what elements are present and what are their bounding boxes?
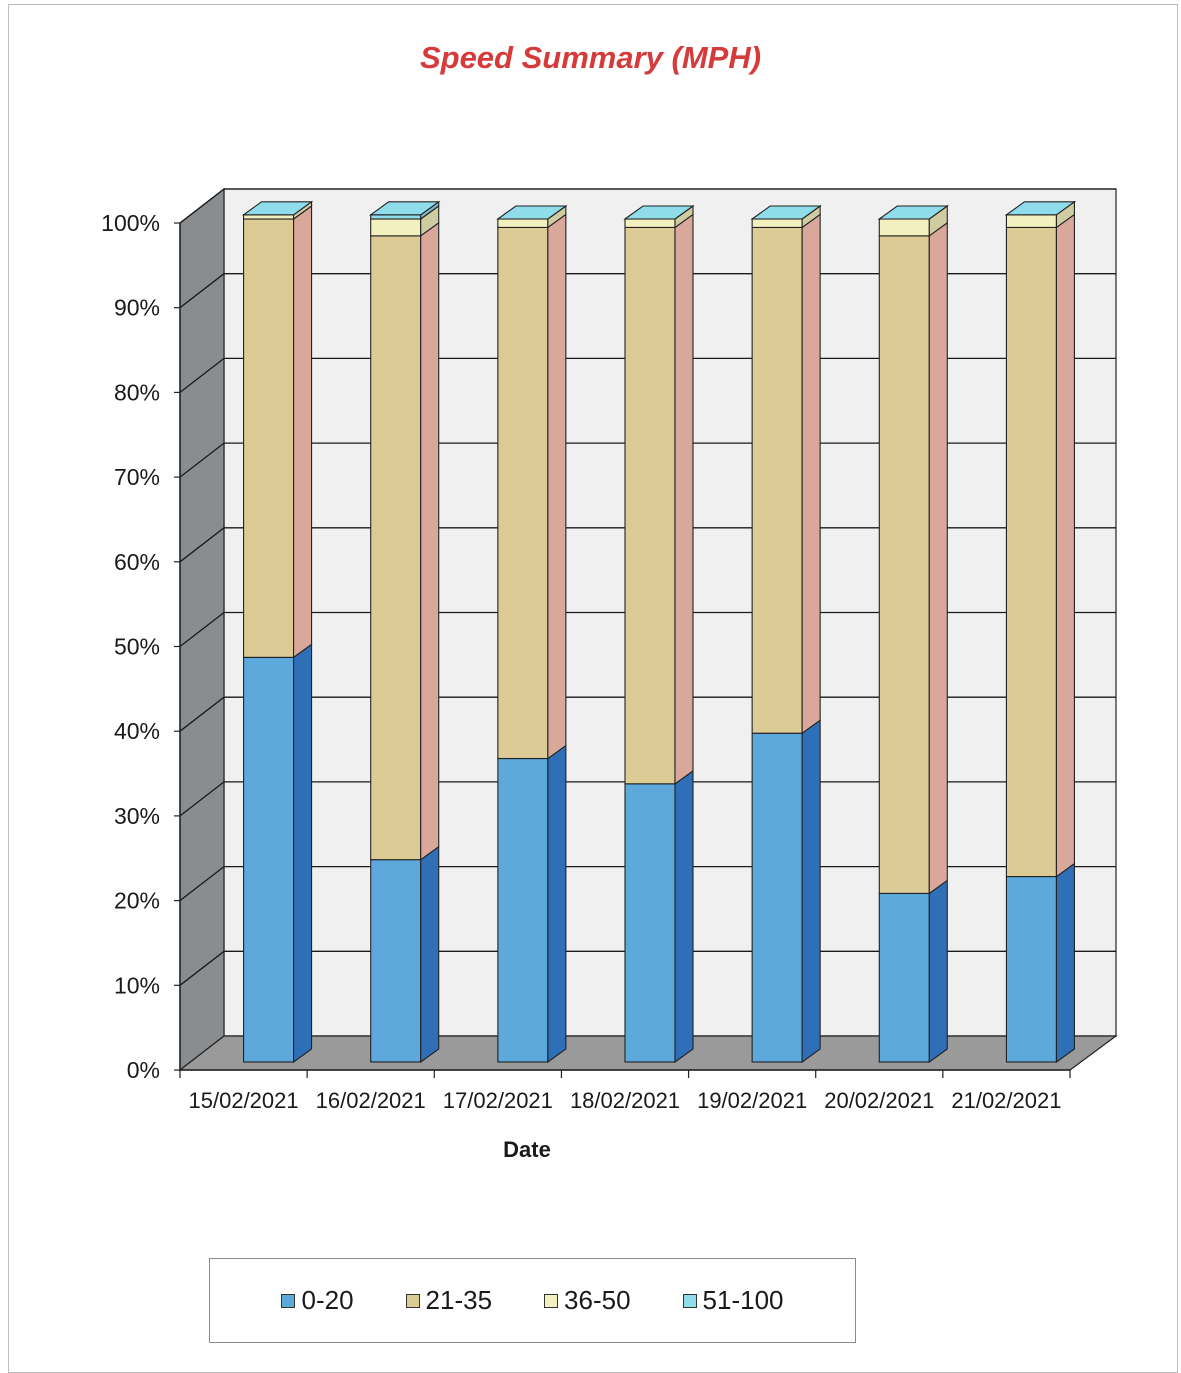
gridline [179,188,1116,224]
y-tick-label: 20% [114,888,160,914]
bar-top-face [623,205,695,220]
legend-item-21-35: 21-35 [405,1285,493,1316]
bar-21-35-side [293,204,313,659]
bar-36-50-front [243,214,295,220]
x-tick-label: 15/02/2021 [189,1088,299,1113]
bar-top-face [1004,201,1077,216]
y-tick-label: 70% [114,464,160,490]
bar-0-20-side [928,879,948,1064]
y-tick-label: 100% [101,210,160,236]
legend-label: 21-35 [425,1285,493,1315]
chart-title: Speed Summary (MPH) [419,40,762,75]
bar-36-50-front [370,218,422,237]
bar-top-face [241,201,314,216]
y-tick-label: 60% [114,549,160,575]
x-tick-label: 20/02/2021 [824,1088,934,1113]
legend-swatch-36-50 [544,1293,559,1308]
bar-36-50-front [878,218,930,237]
bar-top-face [877,205,949,220]
bar-36-50-front [624,218,676,228]
bar-21-35-side [801,213,821,735]
bar-0-20-side [1055,862,1075,1064]
x-tick-label: 21/02/2021 [951,1088,1061,1113]
y-tick-label: 0% [127,1057,160,1083]
bar-0-20-front [624,783,676,1063]
bar-21-35-front [497,226,549,760]
y-tick-label: 90% [114,295,160,321]
y-tick-label: 40% [114,718,160,744]
x-tick-label: 17/02/2021 [443,1088,553,1113]
bar-0-20-front [878,892,930,1063]
legend-label: 0-20 [301,1285,354,1315]
bar-21-35-front [370,235,422,861]
bar-0-20-side [801,719,821,1064]
bar-21-35-front [751,226,803,734]
bar-21-35-side [674,213,694,785]
bar-0-20-front [1005,875,1057,1063]
y-tick-label: 50% [114,634,160,660]
legend-item-0-20: 0-20 [281,1285,354,1316]
bar-51-100-front [370,214,422,220]
bar-0-20-side [674,769,694,1064]
x-axis-title: Date [503,1137,551,1162]
bar-0-20-front [497,757,549,1063]
bar-0-20-side [547,744,567,1064]
bar-21-35-side [420,221,440,861]
bar-0-20-front [751,732,803,1063]
bar-0-20-side [420,845,440,1064]
bar-0-20-front [370,859,422,1063]
legend-label: 36-50 [564,1285,631,1315]
bar-21-35-front [243,218,295,658]
bar-21-35-side [547,213,567,760]
x-tick-label: 19/02/2021 [697,1088,807,1113]
bar-top-face [496,205,568,220]
legend-label: 51-100 [702,1285,784,1315]
bar-21-35-side [1055,213,1075,878]
bar-21-35-side [928,221,948,895]
legend-swatch-0-20 [281,1293,296,1308]
bar-0-20-side [293,643,313,1064]
bar-21-35-front [878,235,930,894]
y-tick-label: 30% [114,803,160,829]
bar-21-35-front [1005,226,1057,878]
bar-top-face [750,205,822,220]
legend-item-51-100: 51-100 [682,1285,784,1316]
bar-36-50-front [497,218,549,228]
y-tick-label: 10% [114,972,160,998]
bar-36-50-front [751,218,803,228]
x-tick-label: 18/02/2021 [570,1088,680,1113]
bar-36-50-front [1005,214,1057,228]
legend: 0-20 21-35 36-50 51-100 [209,1258,856,1343]
y-tick-label: 80% [114,379,160,405]
legend-swatch-51-100 [682,1293,697,1308]
bar-0-20-front [243,656,295,1063]
legend-item-36-50: 36-50 [544,1285,631,1316]
bar-top-face [369,201,441,216]
bar-21-35-front [624,226,676,785]
legend-swatch-21-35 [405,1293,420,1308]
x-tick-label: 16/02/2021 [316,1088,426,1113]
